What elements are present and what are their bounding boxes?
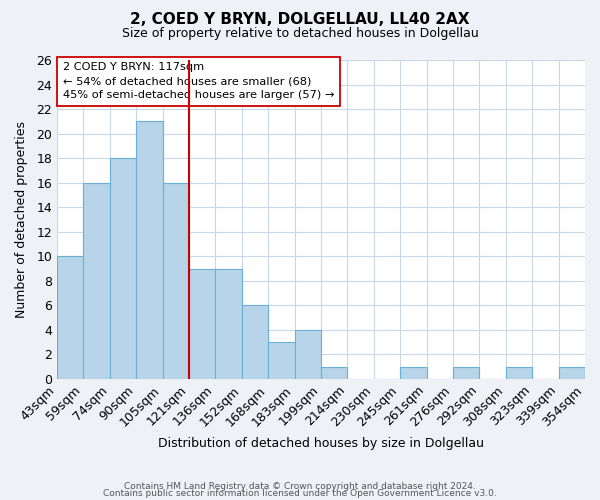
Bar [453,366,479,379]
Bar [506,366,532,379]
Y-axis label: Number of detached properties: Number of detached properties [15,121,28,318]
Bar [110,158,136,379]
Bar [268,342,295,379]
Text: Size of property relative to detached houses in Dolgellau: Size of property relative to detached ho… [122,28,478,40]
Bar [215,268,242,379]
Bar [83,182,110,379]
Text: 2, COED Y BRYN, DOLGELLAU, LL40 2AX: 2, COED Y BRYN, DOLGELLAU, LL40 2AX [130,12,470,28]
Bar [321,366,347,379]
Bar [136,122,163,379]
Text: Contains public sector information licensed under the Open Government Licence v3: Contains public sector information licen… [103,490,497,498]
Text: 2 COED Y BRYN: 117sqm
← 54% of detached houses are smaller (68)
45% of semi-deta: 2 COED Y BRYN: 117sqm ← 54% of detached … [63,62,334,100]
Bar [57,256,83,379]
Bar [163,182,189,379]
X-axis label: Distribution of detached houses by size in Dolgellau: Distribution of detached houses by size … [158,437,484,450]
Bar [242,306,268,379]
Bar [295,330,321,379]
Bar [400,366,427,379]
Bar [189,268,215,379]
Bar [559,366,585,379]
Text: Contains HM Land Registry data © Crown copyright and database right 2024.: Contains HM Land Registry data © Crown c… [124,482,476,491]
